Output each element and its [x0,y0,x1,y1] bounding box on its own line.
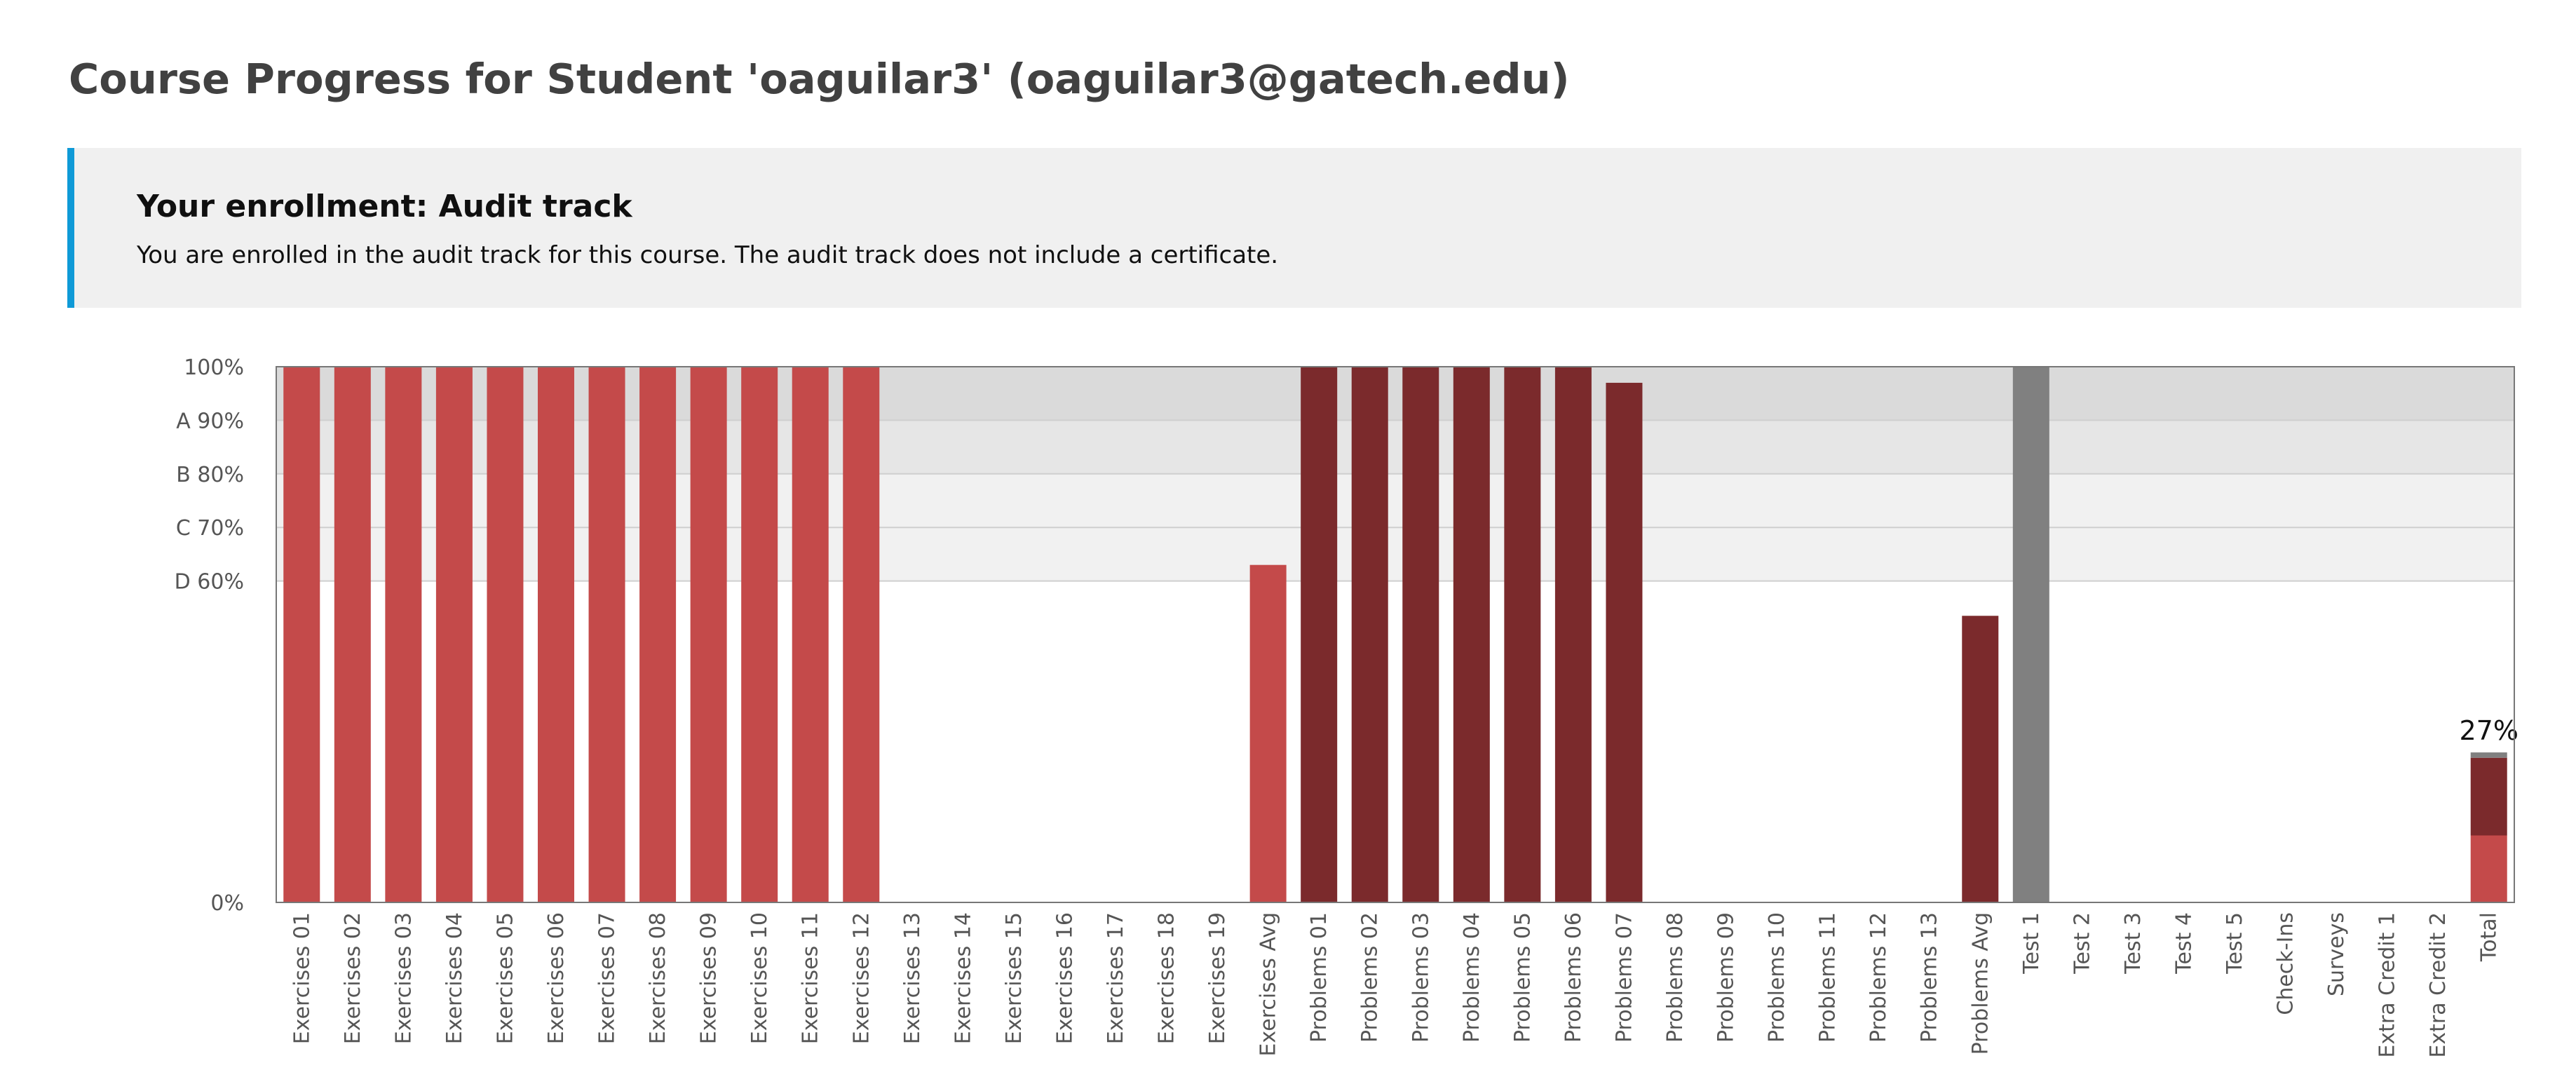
x-tick-label: Exercises 03 [391,912,416,1044]
x-tick-label: Total [2477,912,2502,962]
x-tick-label: Problems 11 [1816,912,1841,1043]
x-tick-label: Test 3 [2121,912,2145,975]
x-tick-label: Exercises 04 [442,912,467,1044]
x-tick-label: Exercises 12 [849,912,874,1044]
x-tick-label: Test 1 [2019,912,2044,975]
x-tick-label: Problems 13 [1918,912,1942,1043]
bar-exercises-12 [843,367,880,902]
x-tick-label: Test 4 [2171,912,2196,975]
bar-exercises-01 [283,367,320,902]
x-tick-label: Problems 10 [1765,912,1789,1043]
x-tick-label: Problems Avg [1968,912,1993,1055]
bar-exercises-07 [588,367,625,902]
bar-exercises-09 [690,367,727,902]
enrollment-banner: Your enrollment: Audit track You are enr… [67,148,2521,308]
x-tick-label: Exercises 16 [1052,912,1077,1044]
bar-exercises-04 [435,367,473,902]
x-tick-label: Problems 05 [1510,912,1535,1043]
x-tick-label: Exercises 18 [1155,912,1179,1044]
x-tick-label: Surveys [2324,912,2349,996]
x-tick-label: Problems 06 [1561,912,1586,1043]
y-tick-label: B 80% [176,463,244,487]
bar-exercises-06 [538,367,574,902]
bar-exercises-10 [741,367,778,902]
x-tick-label: Exercises 01 [290,912,314,1044]
x-tick-label: Exercises 05 [493,912,517,1044]
y-tick-label: D 60% [175,570,244,595]
enrollment-heading: Your enrollment: Audit track [137,189,632,224]
x-tick-label: Exercises 14 [951,912,975,1044]
x-tick-label: Problems 04 [1460,912,1484,1043]
x-tick-label: Check-Ins [2274,912,2298,1015]
total-bar-segment-problems [2470,757,2507,836]
x-tick-label: Exercises 19 [1205,912,1230,1044]
bar-exercises-03 [385,367,422,902]
x-tick-label: Test 5 [2223,912,2247,975]
bar-exercises-08 [639,367,677,902]
x-tick-label: Exercises 09 [697,912,721,1044]
bar-problems-02 [1351,367,1388,902]
y-tick-label: A 90% [176,409,244,433]
bar-problems-03 [1402,367,1439,902]
bar-exercises-11 [792,367,829,902]
bar-problems-05 [1504,367,1541,902]
total-bar-segment-exercises [2470,835,2507,902]
x-tick-label: Exercises 17 [1104,912,1128,1044]
y-tick-label: 100% [184,355,244,380]
bar-exercises-avg [1249,564,1287,902]
page-title: Course Progress for Student 'oaguilar3' … [69,55,1570,103]
total-bar-segment-tests [2470,752,2507,758]
x-tick-label: Problems 03 [1409,912,1433,1043]
x-tick-label: Exercises 06 [544,912,569,1044]
bar-problems-07 [1606,382,1643,902]
bar-test-1 [2012,367,2049,902]
x-tick-label: Exercises 10 [747,912,772,1044]
bar-problems-04 [1453,367,1490,902]
y-tick-label: C 70% [176,516,244,541]
bar-problems-06 [1554,367,1592,902]
total-value-label: 27% [2459,715,2518,746]
y-tick-label: 0% [210,891,244,916]
x-tick-label: Problems 07 [1612,912,1636,1043]
x-tick-label: Extra Credit 1 [2375,912,2400,1058]
bar-exercises-05 [487,367,524,902]
x-tick-label: Test 2 [2070,912,2094,975]
x-tick-label: Extra Credit 2 [2426,912,2450,1058]
x-tick-label: Exercises 07 [595,912,620,1044]
x-tick-label: Exercises 08 [646,912,670,1044]
x-tick-label: Problems 02 [1358,912,1383,1043]
x-tick-label: Exercises Avg [1256,912,1281,1057]
x-tick-label: Problems 09 [1714,912,1739,1043]
plot-border [276,366,2515,903]
x-tick-label: Exercises 02 [341,912,365,1044]
x-tick-label: Exercises 11 [799,912,823,1044]
enrollment-message: You are enrolled in the audit track for … [137,241,1279,269]
x-tick-label: Problems 01 [1307,912,1331,1043]
x-tick-label: Exercises 13 [900,912,925,1044]
bar-problems-01 [1301,367,1338,902]
bar-exercises-02 [334,367,371,902]
bar-problems-avg [1962,616,1999,902]
x-tick-label: Problems 08 [1663,912,1688,1043]
x-tick-label: Exercises 15 [1002,912,1026,1044]
x-tick-label: Problems 12 [1866,912,1891,1043]
